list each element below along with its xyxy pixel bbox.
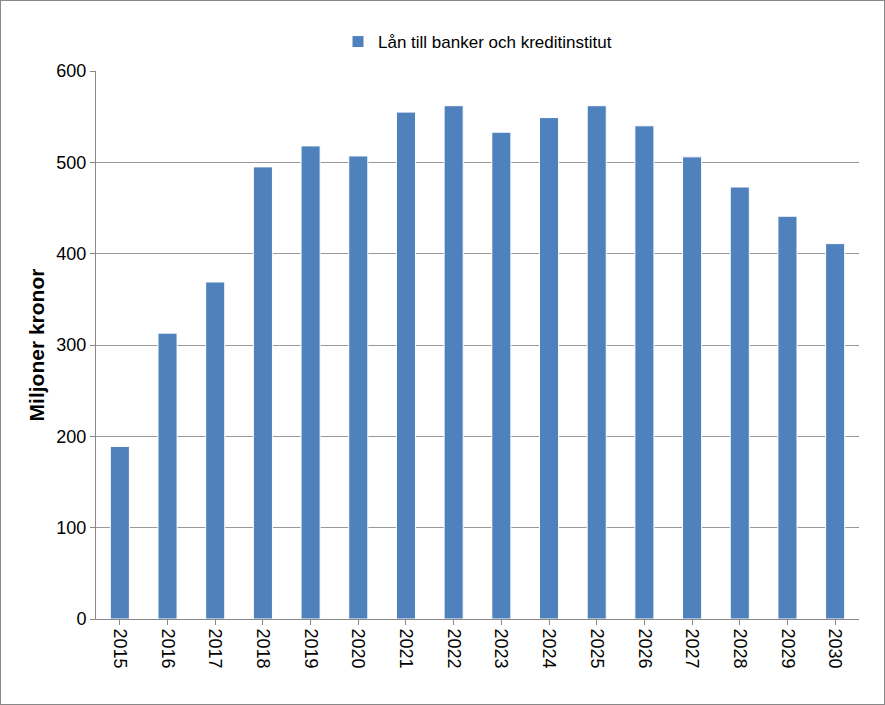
svg-text:2029: 2029 (778, 629, 798, 669)
svg-text:2019: 2019 (301, 629, 321, 669)
svg-text:2022: 2022 (444, 629, 464, 669)
svg-text:2028: 2028 (730, 629, 750, 669)
svg-text:2025: 2025 (587, 629, 607, 669)
svg-text:2023: 2023 (491, 629, 511, 669)
svg-text:200: 200 (56, 427, 86, 447)
svg-text:600: 600 (56, 61, 86, 81)
svg-text:100: 100 (56, 518, 86, 538)
svg-text:2024: 2024 (539, 629, 559, 669)
svg-text:2015: 2015 (110, 629, 130, 669)
svg-text:300: 300 (56, 335, 86, 355)
svg-text:2020: 2020 (348, 629, 368, 669)
svg-text:2017: 2017 (205, 629, 225, 669)
svg-text:2026: 2026 (635, 629, 655, 669)
svg-text:2018: 2018 (253, 629, 273, 669)
svg-text:2030: 2030 (825, 629, 845, 669)
svg-text:500: 500 (56, 153, 86, 173)
svg-text:Miljoner kronor: Miljoner kronor (25, 269, 48, 422)
svg-text:2027: 2027 (682, 629, 702, 669)
svg-text:2016: 2016 (158, 629, 178, 669)
svg-text:400: 400 (56, 244, 86, 264)
svg-text:Lån till banker och kreditinst: Lån till banker och kreditinstitut (378, 33, 612, 52)
svg-text:0: 0 (76, 609, 86, 629)
svg-text:2021: 2021 (396, 629, 416, 669)
